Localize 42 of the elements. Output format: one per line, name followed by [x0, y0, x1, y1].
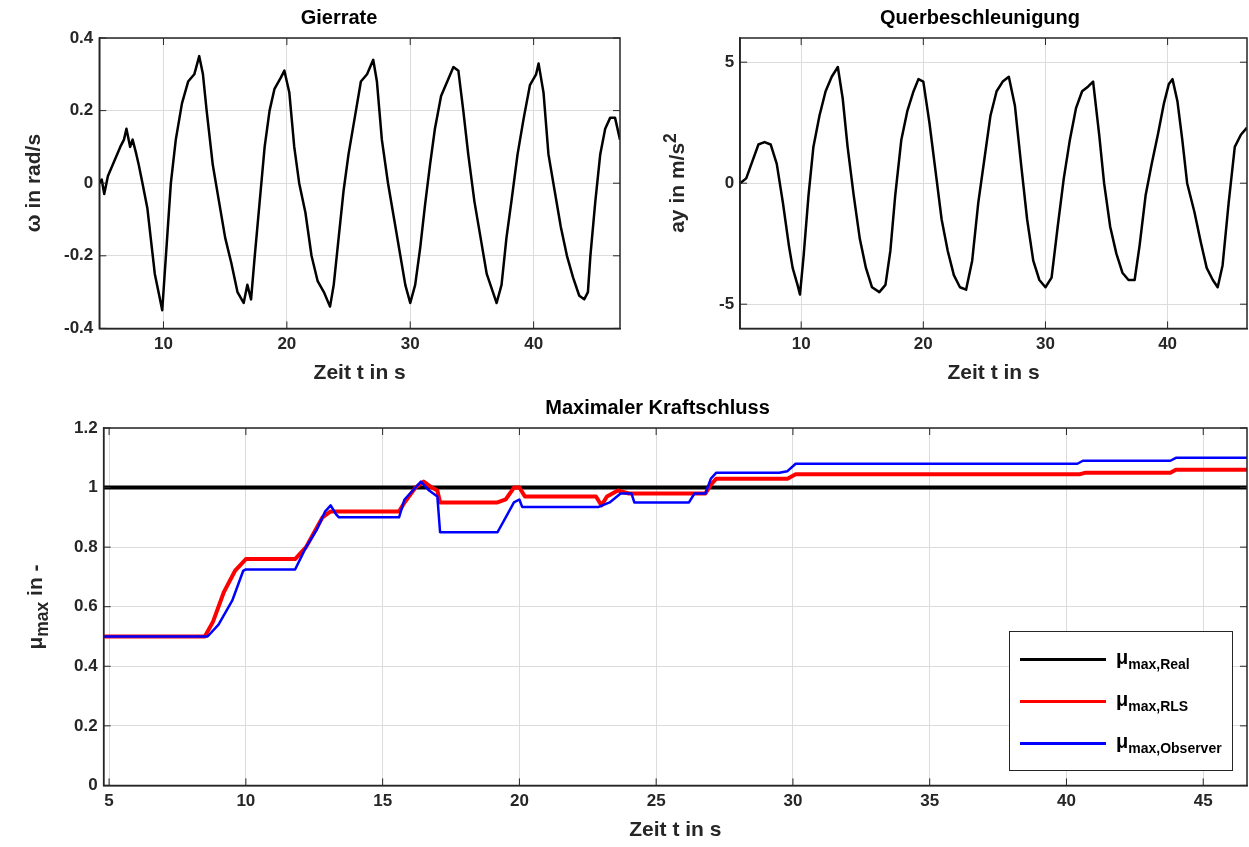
x-tick-label: 30 [1036, 334, 1055, 354]
x-tick-label: 5 [104, 791, 114, 811]
y-tick-label: 0.2 [73, 715, 98, 735]
y-tick-label: 1.2 [73, 417, 98, 437]
y-tick-label: 0.2 [69, 100, 94, 120]
legend-label: μ$_{max,Observer}$ [1116, 730, 1222, 757]
y-tick-label: 0.8 [73, 536, 98, 556]
y-tick-label: -0.4 [64, 318, 94, 338]
y-tick-label: 0.6 [73, 596, 98, 616]
y-tick-label: -0.2 [64, 245, 94, 265]
x-tick-label: 15 [373, 791, 393, 811]
x-axis-title: Zeit t in s [947, 360, 1040, 384]
x-tick-label: 40 [1158, 334, 1178, 354]
y-tick-label: 1 [88, 477, 98, 497]
x-tick-label: 20 [277, 334, 297, 354]
y-axis-title: ω in rad/s [21, 134, 46, 233]
y-tick-label: 0 [88, 775, 98, 795]
x-axis-title: Zeit t in s [313, 360, 406, 384]
x-tick-label: 20 [913, 334, 933, 354]
x-tick-label: 30 [783, 791, 803, 811]
y-tick-label: 0 [724, 172, 735, 192]
legend-label: μ$_{max,Real}$ [1116, 646, 1190, 673]
x-tick-label: 40 [524, 334, 544, 354]
chart-title: Maximaler Kraftschluss [545, 395, 770, 418]
x-tick-label: 20 [509, 791, 529, 811]
y-tick-label: 0.4 [73, 655, 99, 675]
chart-title: Querbeschleunigung [879, 5, 1081, 28]
x-tick-label: 10 [791, 334, 811, 354]
x-tick-label: 25 [646, 791, 666, 811]
x-tick-label: 40 [1057, 791, 1076, 811]
y-tick-label: -5 [718, 293, 735, 313]
legend-label: μ$_{max,RLS}$ [1116, 688, 1189, 715]
y-tick-label: 5 [724, 51, 735, 71]
x-tick-label: 35 [920, 791, 940, 811]
y-tick-label: 0 [83, 172, 94, 192]
x-tick-label: 45 [1193, 791, 1213, 811]
x-tick-label: 30 [400, 334, 420, 354]
chart-title: Gierrate [300, 5, 378, 28]
x-tick-label: 10 [236, 791, 256, 811]
x-tick-label: 10 [154, 334, 173, 354]
y-tick-label: 0.4 [69, 27, 94, 47]
x-axis-title: Zeit t in s [629, 817, 722, 841]
